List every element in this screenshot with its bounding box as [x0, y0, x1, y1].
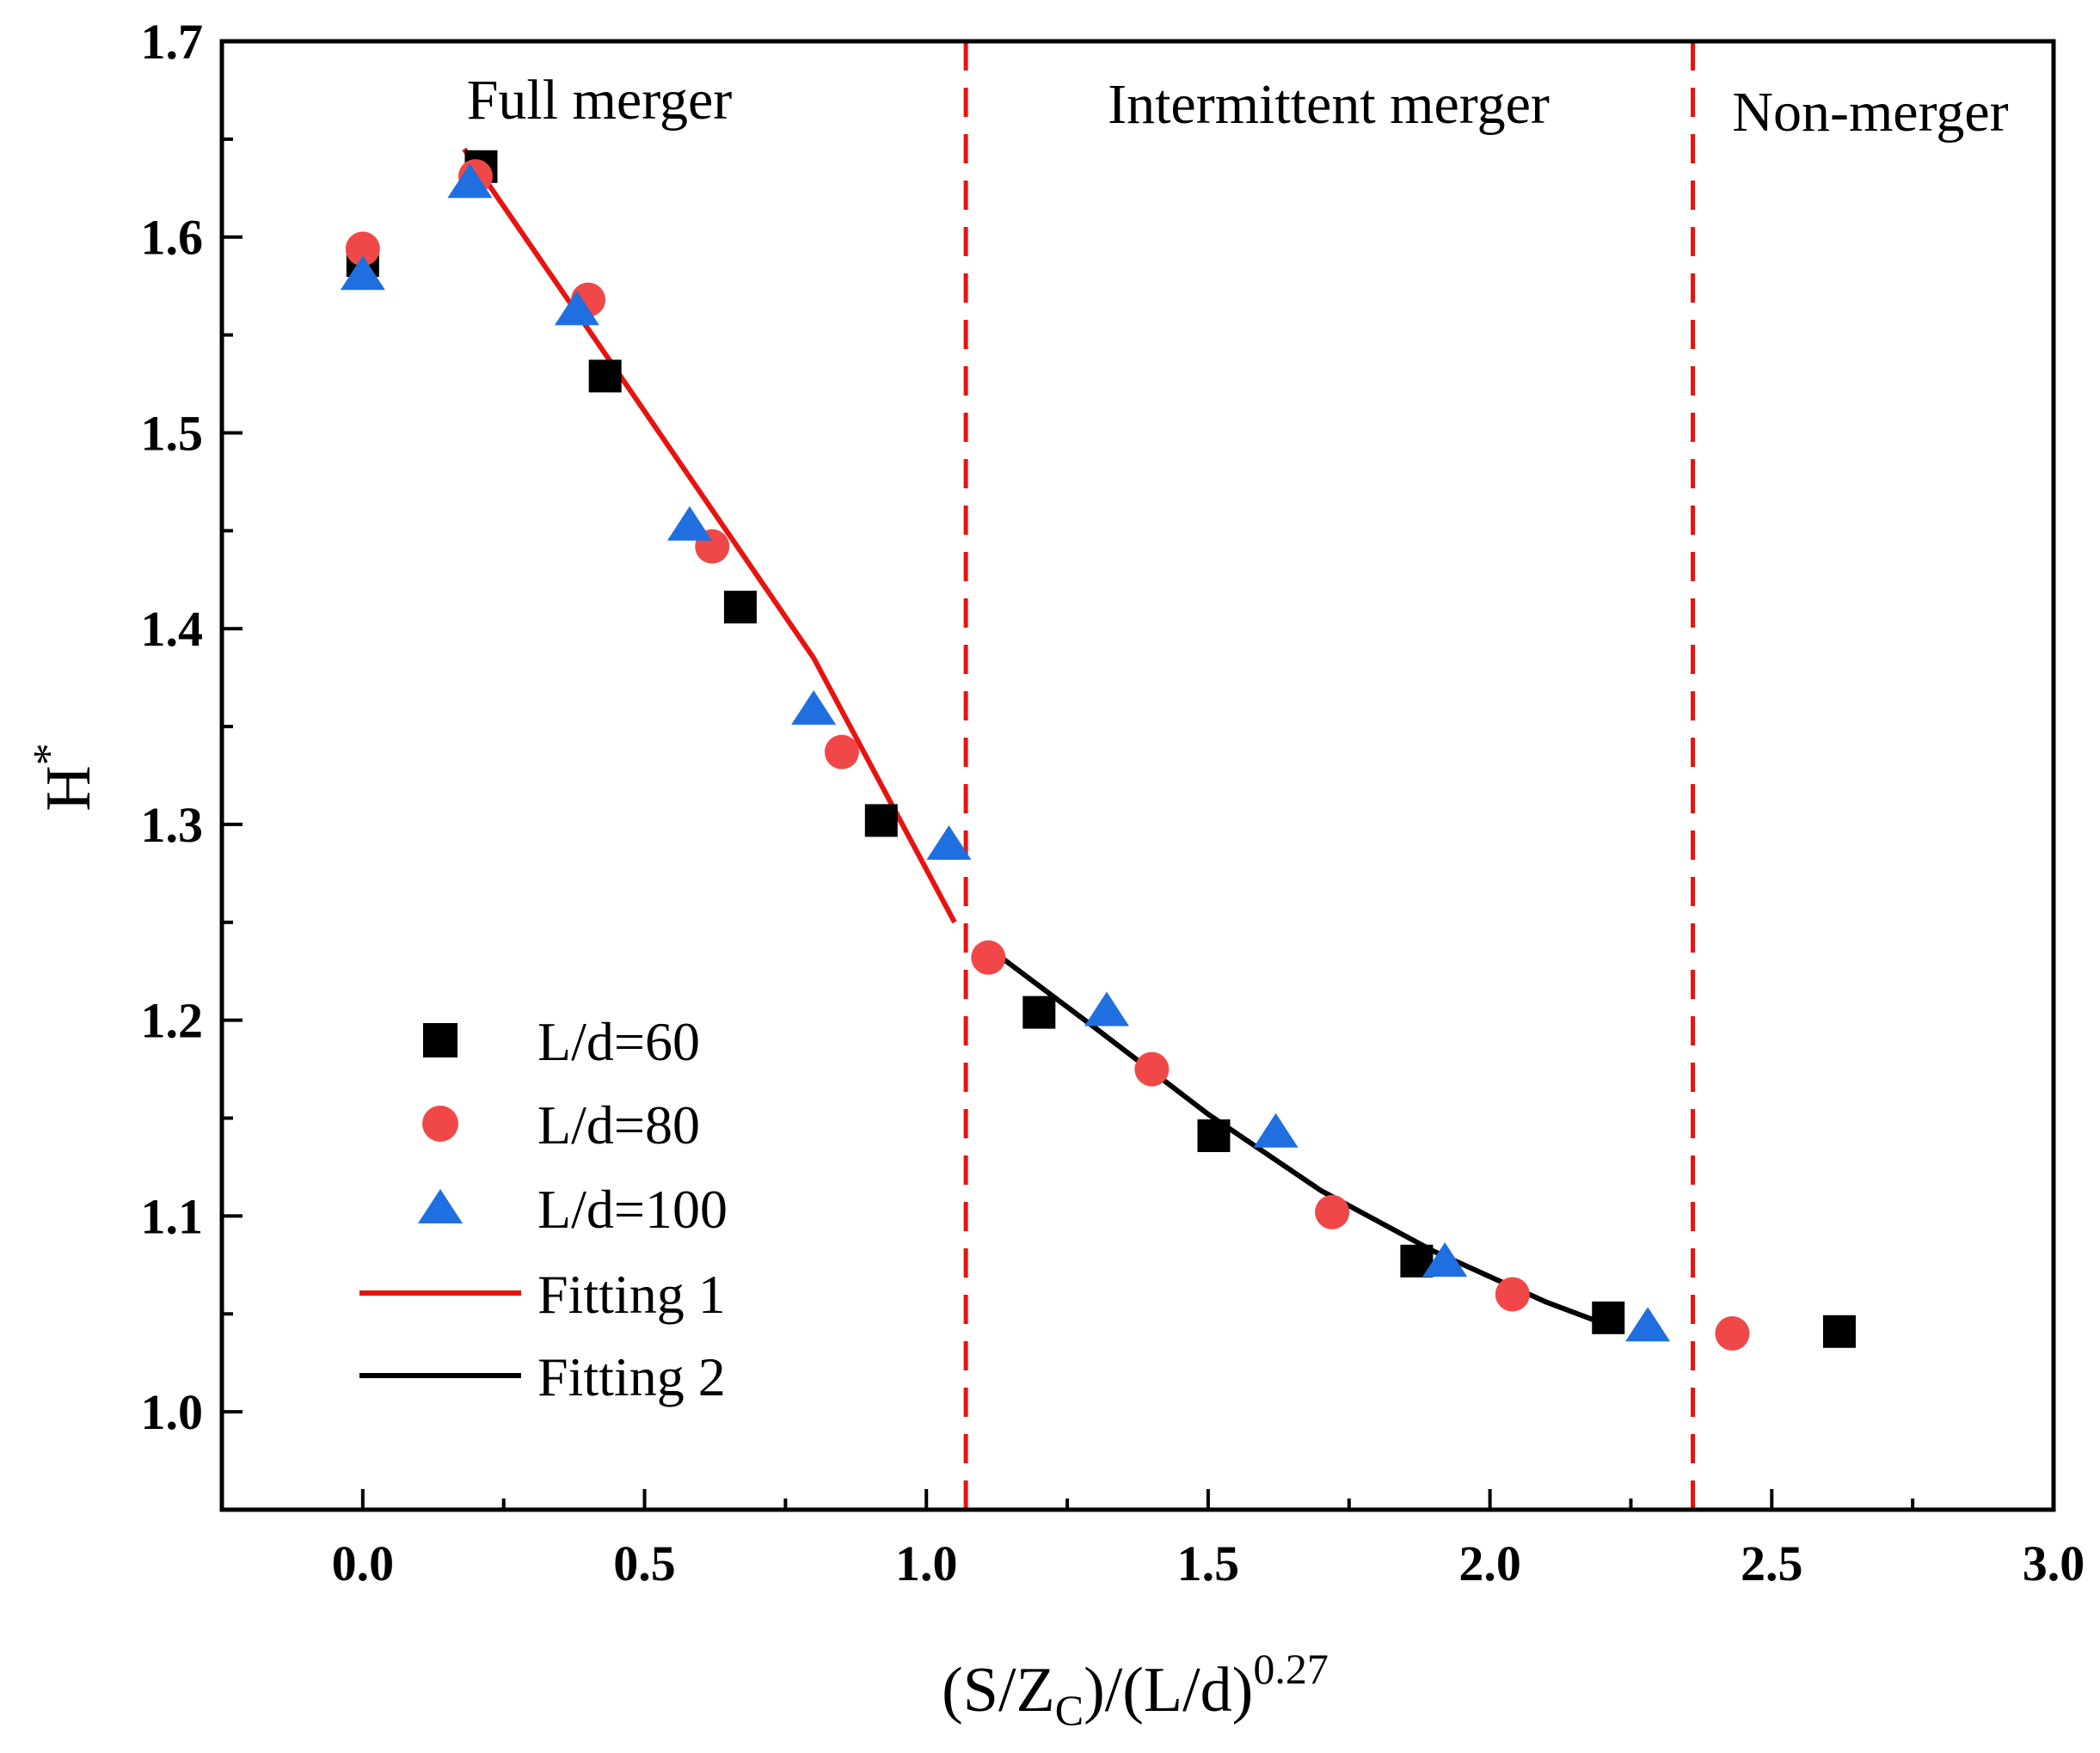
y-tick-label: 1.6 — [141, 210, 204, 266]
data-point-circle-ld80 — [971, 940, 1006, 975]
x-tick-label: 2.5 — [1741, 1535, 1803, 1591]
legend-label-fitting-2: Fitting 2 — [537, 1346, 726, 1407]
data-point-square-ld60 — [1822, 1315, 1856, 1348]
x-tick-label: 0.5 — [613, 1535, 676, 1591]
data-point-triangle-ld100 — [1253, 1112, 1299, 1148]
data-point-triangle-ld100 — [554, 291, 599, 326]
x-axis-title: (S/ZC)/(L/d)0.27 — [942, 1645, 1329, 1734]
legend-marker-ld80 — [422, 1106, 458, 1142]
legend-label-fitting-1: Fitting 1 — [537, 1264, 726, 1325]
region-label-non-merger: Non-merger — [1732, 81, 2008, 144]
data-point-circle-ld80 — [1495, 1277, 1530, 1312]
data-point-triangle-ld100 — [340, 255, 385, 291]
data-point-square-ld60 — [1022, 996, 1056, 1029]
data-point-triangle-ld100 — [666, 506, 712, 541]
data-point-triangle-ld100 — [1625, 1307, 1671, 1342]
data-point-circle-ld80 — [345, 231, 380, 267]
fit-line-fitting-2 — [986, 946, 1621, 1333]
data-point-triangle-ld100 — [1422, 1242, 1468, 1278]
x-tick-label: 1.0 — [895, 1535, 958, 1591]
data-point-circle-ld80 — [1134, 1051, 1170, 1087]
y-tick-label: 1.0 — [141, 1384, 204, 1440]
legend: L/d=60 L/d=80 L/d=100 Fitting 1 Fitting … — [359, 1011, 728, 1407]
y-axis-title: H* — [25, 743, 104, 811]
x-tick-label: 2.0 — [1458, 1535, 1521, 1591]
x-tick-label: 3.0 — [2023, 1535, 2085, 1591]
data-point-circle-ld80 — [1715, 1316, 1750, 1352]
data-point-circle-ld80 — [1315, 1194, 1350, 1229]
data-point-triangle-ld100 — [791, 690, 837, 725]
legend-marker-ld60 — [423, 1023, 457, 1057]
data-point-square-ld60 — [1592, 1301, 1625, 1334]
data-point-triangle-ld100 — [447, 163, 493, 199]
x-tick-label: 0.0 — [332, 1535, 395, 1591]
plot-frame — [219, 39, 2056, 1512]
legend-marker-ld100 — [418, 1189, 463, 1223]
data-point-triangle-ld100 — [926, 824, 972, 860]
data-point-square-ld60 — [588, 359, 622, 393]
data-point-circle-ld80 — [824, 734, 859, 769]
axes: 0.0 0.5 1.0 1.5 2.0 2.5 3.0 1.0 1.1 1.2 1.3 1.4 1.5 1… — [141, 14, 2085, 1591]
y-tick-label: 1.4 — [141, 601, 204, 657]
legend-label-ld100: L/d=100 — [537, 1179, 728, 1240]
y-tick-label: 1.5 — [141, 405, 204, 461]
legend-label-ld80: L/d=80 — [537, 1094, 700, 1155]
plot-content — [340, 41, 1856, 1510]
region-label-intermittent-merger: Intermittent merger — [1108, 73, 1550, 136]
data-point-square-ld60 — [723, 591, 757, 624]
x-tick-label: 1.5 — [1177, 1535, 1240, 1591]
legend-label-ld60: L/d=60 — [537, 1011, 700, 1072]
data-point-square-ld60 — [864, 804, 898, 837]
y-tick-label: 1.7 — [141, 14, 204, 70]
data-point-triangle-ld100 — [1084, 991, 1129, 1027]
y-tick-label: 1.3 — [141, 797, 204, 853]
fit-line-fitting-1 — [462, 147, 957, 924]
y-tick-label: 1.1 — [141, 1188, 204, 1244]
region-label-full-merger: Full merger — [467, 69, 733, 132]
y-tick-label: 1.2 — [141, 993, 204, 1049]
data-point-square-ld60 — [1197, 1119, 1231, 1153]
